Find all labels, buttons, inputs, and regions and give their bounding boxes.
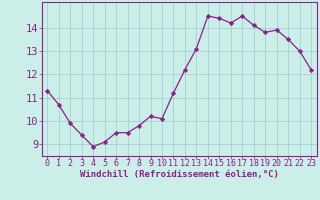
- X-axis label: Windchill (Refroidissement éolien,°C): Windchill (Refroidissement éolien,°C): [80, 170, 279, 179]
